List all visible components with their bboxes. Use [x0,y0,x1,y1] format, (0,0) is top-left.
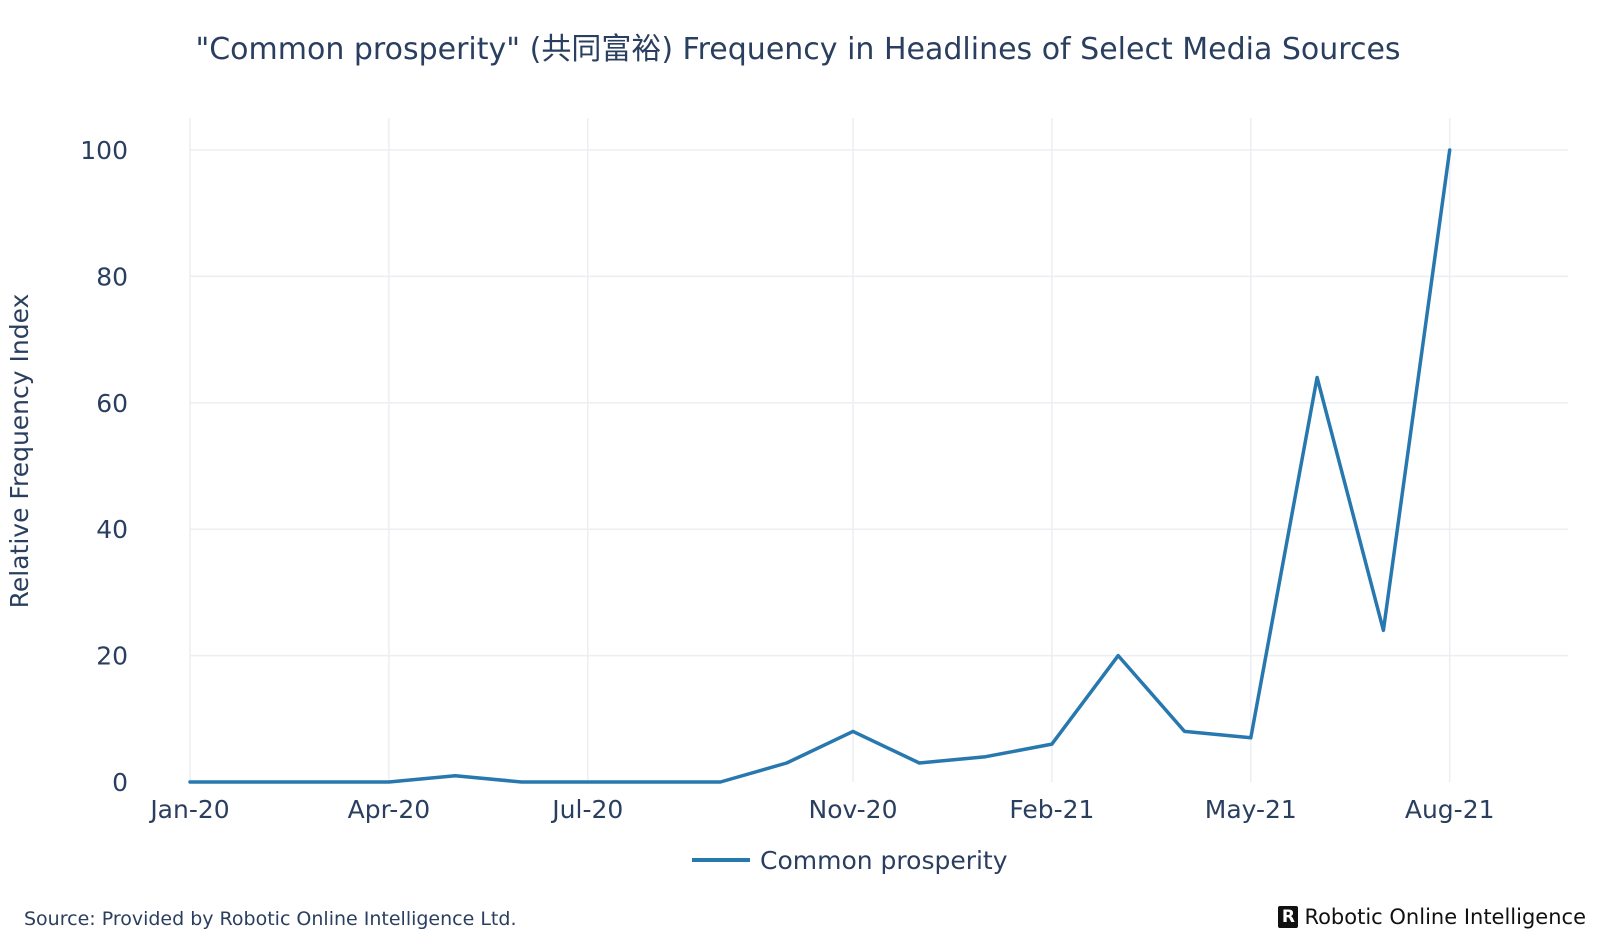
y-axis: 0 20 40 60 80 100 [80,136,128,797]
brand: R Robotic Online Intelligence [1278,905,1586,929]
y-tick-label: 0 [112,768,128,797]
series-line [188,148,1452,784]
grid [189,118,1568,782]
series-layer [188,148,1452,784]
chart-title: "Common prosperity" (共同富裕) Frequency in … [195,32,1400,67]
legend-label: Common prosperity [760,846,1008,875]
x-tick-label: Feb-21 [1009,795,1094,824]
x-tick-label: Apr-20 [348,795,430,824]
y-tick-label: 20 [96,642,128,671]
x-tick-label: Jan-20 [148,795,229,824]
x-tick-label: Nov-20 [809,795,898,824]
x-axis: Jan-20 Apr-20 Jul-20 Nov-20 Feb-21 May-21 Aug-… [148,795,1494,824]
y-tick-label: 60 [96,389,128,418]
legend[interactable]: Common prosperity [692,846,1008,875]
y-tick-label: 40 [96,515,128,544]
brand-logo-icon: R [1278,906,1299,928]
x-tick-label: Jul-20 [550,795,623,824]
y-tick-label: 100 [80,136,128,165]
brand-name: Robotic Online Intelligence [1304,905,1586,929]
y-tick-label: 80 [96,262,128,291]
source-note: Source: Provided by Robotic Online Intel… [24,908,517,930]
x-tick-label: Aug-21 [1405,795,1495,824]
x-tick-label: May-21 [1205,795,1297,824]
y-axis-label: Relative Frequency Index [5,294,34,609]
